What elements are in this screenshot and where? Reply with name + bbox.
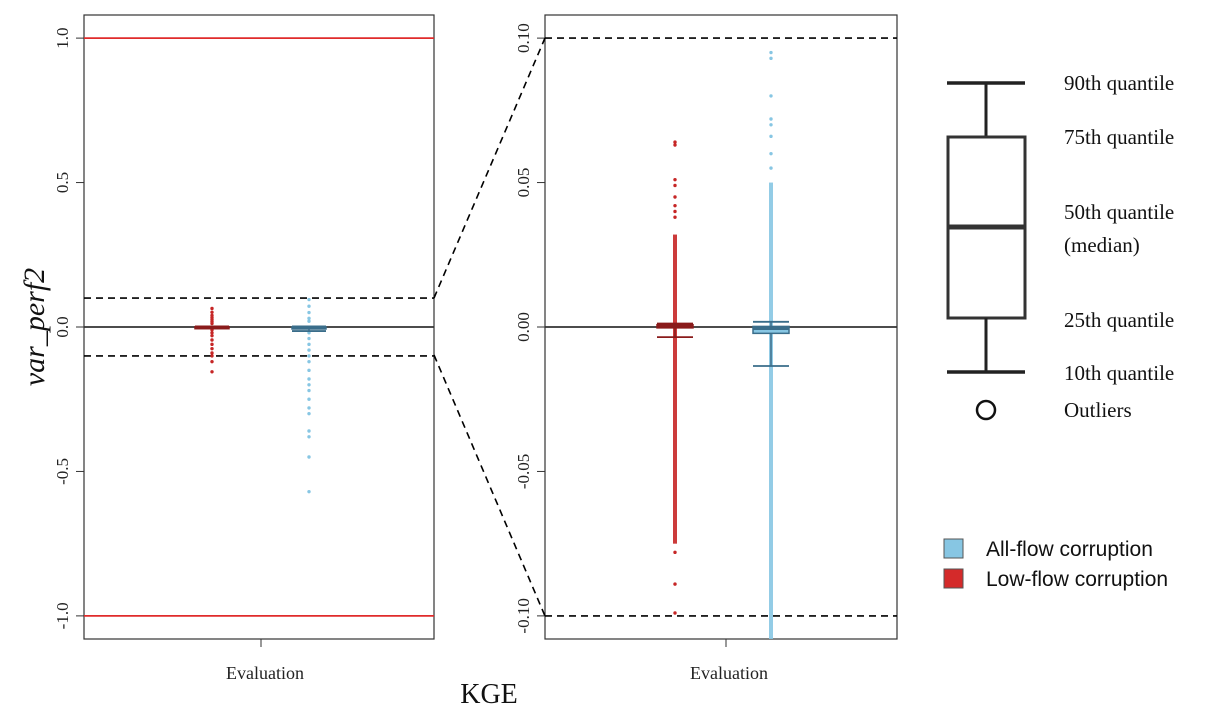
legend-swatch-low-flow [943, 568, 964, 589]
outlier-point [307, 342, 311, 347]
outlier-point [673, 203, 677, 208]
key-q25-label: 25th quantile [1064, 308, 1174, 332]
outlier-point [307, 310, 311, 315]
y-tick-label: 0.5 [53, 172, 72, 193]
outlier-point [307, 435, 311, 439]
left-y-ticks: -1.0 -0.5 0.0 0.5 1.0 [53, 27, 84, 629]
outlier-point [673, 582, 677, 586]
outlier-point [307, 368, 311, 373]
right-series [656, 50, 790, 640]
dense-outlier-strip [673, 234, 677, 544]
y-tick-label: 0.10 [514, 23, 533, 53]
outlier-point [769, 50, 773, 55]
outlier-point [307, 319, 311, 323]
outlier-point [210, 310, 214, 314]
outlier-point [210, 338, 214, 342]
series-all-flow [291, 297, 327, 494]
right-x-category-label: Evaluation [690, 663, 768, 683]
right-y-ticks: -0.10 -0.05 0.00 0.05 0.10 [514, 23, 545, 634]
y-tick-label: -0.05 [514, 454, 533, 489]
key-outliers-label: Outliers [1064, 398, 1132, 422]
y-tick-label: 0.00 [514, 312, 533, 342]
outlier-point [210, 333, 214, 338]
y-tick-label: 0.05 [514, 168, 533, 198]
outlier-point [769, 134, 773, 139]
outlier-point [307, 377, 311, 381]
outlier-point [673, 177, 677, 182]
left-reference-lines [84, 37, 434, 617]
y-tick-label: 0.0 [53, 316, 72, 337]
series-low-flow [194, 306, 230, 374]
outlier-point [673, 611, 677, 615]
series-all-flow [752, 50, 790, 640]
outlier-point [210, 306, 214, 311]
outlier-point [673, 195, 677, 199]
outlier-point [673, 550, 677, 555]
outlier-point [673, 140, 677, 144]
key-q90-label: 90th quantile [1064, 71, 1174, 95]
right-reference-lines [545, 37, 897, 617]
outlier-point [210, 351, 214, 355]
outlier-point [307, 406, 311, 410]
outlier-point [307, 411, 311, 416]
outlier-point [307, 336, 311, 341]
right-panel: -0.10 -0.05 0.00 0.05 0.10 Evaluation [514, 14, 898, 683]
outlier-point [769, 166, 773, 170]
outlier-point [210, 321, 214, 326]
outlier-point [210, 342, 214, 347]
outlier-point [210, 359, 214, 364]
outlier-point [673, 209, 677, 214]
left-panel: -1.0 -0.5 0.0 0.5 1.0 Evaluation [53, 14, 435, 683]
outlier-point [307, 348, 311, 352]
outlier-point [307, 316, 311, 321]
legend-label-all-flow: All-flow corruption [986, 538, 1153, 561]
y-tick-label: -0.5 [53, 458, 72, 485]
key-q75-label: 75th quantile [1064, 125, 1174, 149]
outlier-point [769, 151, 773, 156]
outlier-point [210, 354, 214, 358]
x-axis-title: KGE [460, 679, 518, 709]
y-tick-label: -1.0 [53, 602, 72, 629]
outlier-point [673, 183, 677, 188]
key-outlier-circle [975, 399, 997, 421]
outlier-point [769, 123, 773, 127]
outlier-point [307, 383, 311, 387]
key-q50-label: 50th quantile [1064, 200, 1174, 224]
outlier-point [307, 489, 311, 494]
outlier-point [307, 297, 311, 302]
y-tick-label: -0.10 [514, 598, 533, 633]
legend-label-low-flow: Low-flow corruption [986, 568, 1168, 591]
outlier-point [307, 354, 311, 358]
outlier-point [673, 215, 677, 219]
left-series [194, 297, 327, 494]
outlier-point [769, 56, 773, 61]
boxplot-key: 90th quantile 75th quantile 50th quantil… [946, 71, 1174, 422]
outlier-point [307, 455, 311, 459]
outlier-point [307, 397, 311, 401]
outlier-point [210, 331, 214, 335]
outlier-point [307, 359, 311, 364]
key-q50-median-label: (median) [1064, 233, 1140, 257]
left-x-category-label: Evaluation [226, 663, 304, 683]
series-low-flow [656, 140, 694, 615]
legend: All-flow corruption Low-flow corruption [943, 538, 1168, 591]
outlier-point [307, 429, 311, 433]
outlier-point [307, 304, 311, 308]
key-q10-label: 10th quantile [1064, 361, 1174, 385]
outlier-point [673, 143, 677, 147]
outlier-point [769, 117, 773, 121]
outlier-point [210, 370, 214, 374]
dense-outlier-strip [769, 182, 773, 640]
outlier-point [307, 388, 311, 393]
y-tick-label: 1.0 [53, 27, 72, 48]
legend-swatch-all-flow [943, 538, 964, 559]
outlier-point [210, 346, 214, 351]
y-axis-title: var_perf2 [18, 268, 51, 386]
outlier-point [769, 94, 773, 98]
